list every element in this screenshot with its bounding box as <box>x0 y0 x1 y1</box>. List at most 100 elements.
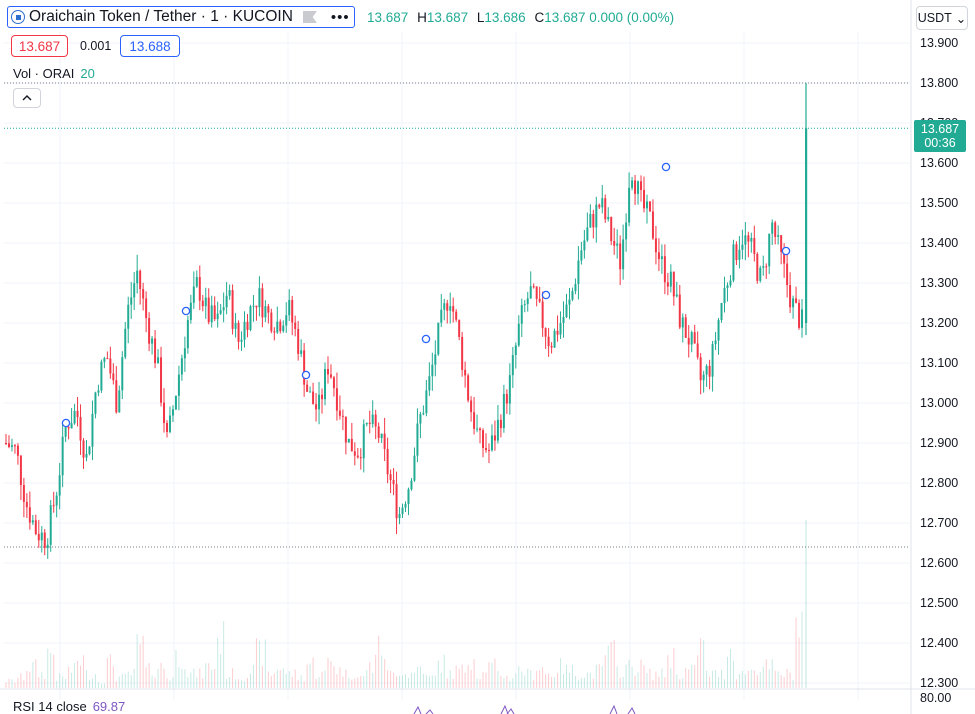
candle-body <box>136 270 139 284</box>
axis-tick-label: 13.200 <box>920 316 958 330</box>
volume-bar <box>166 678 168 688</box>
candle-body <box>413 455 416 481</box>
last-price-tag: 13.687 00:36 <box>914 120 966 152</box>
volume-bar <box>71 672 73 688</box>
candle-body <box>222 307 225 311</box>
candle-body <box>201 300 204 307</box>
volume-bar <box>244 681 246 688</box>
trade-marker <box>421 334 431 344</box>
symbol-title-button[interactable]: Oraichain Token / Tether · 1 · KUCOIN ••… <box>7 6 355 28</box>
volume-bar <box>718 677 720 688</box>
candle-body <box>321 394 324 400</box>
volume-bar <box>431 675 433 688</box>
volume-bar <box>226 678 228 688</box>
volume-bar <box>470 669 472 688</box>
candle-body <box>675 294 678 297</box>
trade-marker <box>61 418 71 428</box>
volume-bar <box>363 676 365 688</box>
flag-icon[interactable] <box>302 11 317 23</box>
candle-body <box>628 187 631 223</box>
candle-body <box>687 337 690 345</box>
candle-body <box>19 455 22 485</box>
volume-bar <box>29 671 31 688</box>
candle-body <box>326 369 329 375</box>
volume-bar <box>74 663 76 688</box>
candle-body <box>133 283 136 298</box>
candle-body <box>440 309 443 323</box>
volume-bar <box>17 677 19 688</box>
trade-marker <box>661 162 671 172</box>
volume-bar <box>646 673 648 688</box>
candle-body <box>544 328 547 337</box>
volume-bar <box>563 673 565 688</box>
volume-bar <box>309 663 311 688</box>
volume-bar <box>178 667 180 688</box>
volume-bar <box>381 655 383 688</box>
candle-body <box>792 298 795 308</box>
candle-body <box>502 394 505 429</box>
candle-body <box>577 260 580 285</box>
candle-body <box>228 290 231 296</box>
volume-bar <box>750 669 752 688</box>
candle-body <box>526 298 529 305</box>
volume-bar <box>634 675 636 688</box>
axis-tick-label: 12.900 <box>920 436 958 450</box>
candle-body <box>464 369 467 376</box>
volume-bar <box>44 678 46 688</box>
volume-bar <box>354 678 356 688</box>
candle-body <box>505 394 508 404</box>
volume-bar <box>229 677 231 688</box>
candle-body <box>341 415 344 417</box>
volume-bar <box>476 678 478 688</box>
volume-bar <box>366 670 368 688</box>
volume-bar <box>85 670 87 688</box>
candle-body <box>353 451 356 456</box>
chevron-down-icon: ⌄ <box>955 11 967 26</box>
more-icon[interactable]: ••• <box>330 8 350 26</box>
volume-bar <box>655 671 657 688</box>
candle-body <box>234 322 237 329</box>
volume-bar <box>157 668 159 688</box>
volume-bar <box>241 680 243 688</box>
candle-body <box>306 384 309 392</box>
buy-button[interactable]: 13.688 <box>120 35 180 57</box>
volume-bar <box>703 640 705 688</box>
candle-body <box>198 277 201 301</box>
open-value: 13.687 <box>367 10 409 25</box>
candle-body <box>279 321 282 332</box>
volume-bar <box>691 664 693 688</box>
volume-bar <box>232 668 234 688</box>
candle-body <box>204 297 207 307</box>
candle-body <box>723 288 726 304</box>
volume-bar <box>91 678 93 688</box>
rsi-line <box>627 707 636 714</box>
volume-bar <box>97 682 99 688</box>
candle-body <box>470 400 473 413</box>
candle-body <box>744 235 747 245</box>
candle-body <box>112 373 115 381</box>
volume-bar <box>14 682 16 688</box>
candle-body <box>461 336 464 370</box>
volume-bar <box>744 674 746 688</box>
price-axis[interactable]: 13.90013.80013.70013.60013.50013.40013.3… <box>920 36 958 705</box>
candle-body <box>565 304 568 318</box>
candle-body <box>559 323 562 335</box>
candle-body <box>508 375 511 404</box>
volume-bar <box>715 670 717 688</box>
candle-body <box>10 445 13 447</box>
collapse-legend-button[interactable] <box>13 88 41 108</box>
candle-body <box>43 532 46 548</box>
candle-body <box>771 222 774 234</box>
currency-select[interactable]: USDT ⌄ <box>916 6 968 30</box>
sell-button[interactable]: 13.687 <box>11 35 68 57</box>
volume-bar <box>26 670 28 688</box>
candle-body <box>607 216 610 220</box>
volume-bar <box>586 672 588 688</box>
candlestick-series <box>5 83 808 559</box>
volume-bar <box>50 653 52 688</box>
candle-body <box>338 410 341 416</box>
volume-bar <box>109 654 111 688</box>
volume-bar <box>565 664 567 688</box>
candle-body <box>70 423 73 429</box>
